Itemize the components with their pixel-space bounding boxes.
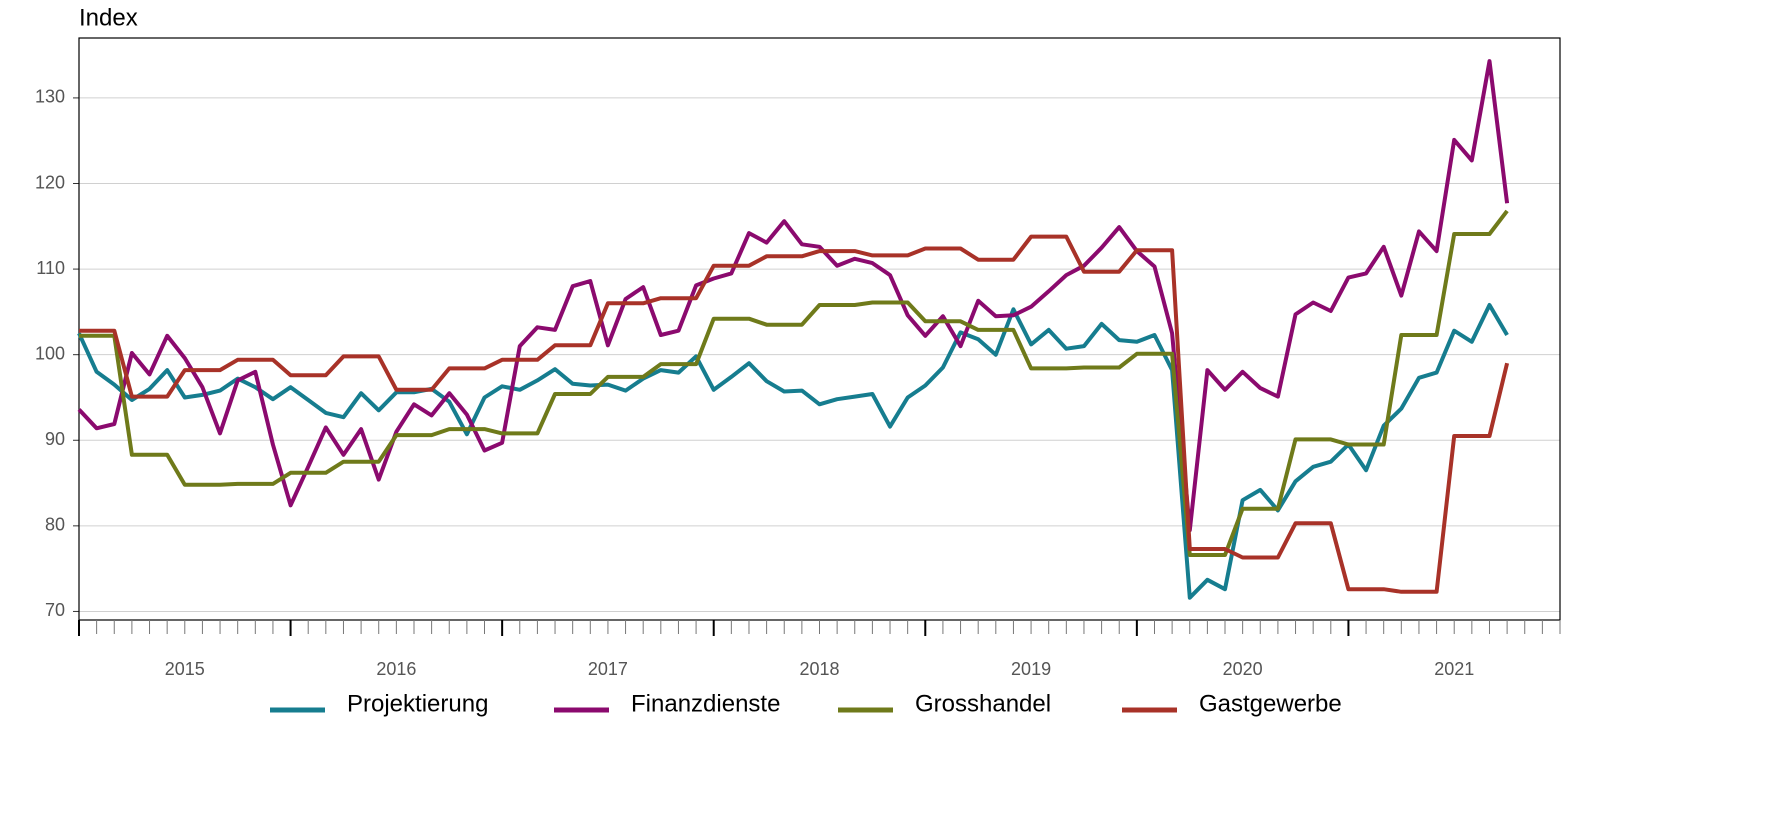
y-tick-label: 100 <box>35 343 65 363</box>
series-line <box>79 209 1509 557</box>
x-tick-label: 2018 <box>799 659 839 679</box>
legend-label: Gastgewerbe <box>1199 690 1342 717</box>
x-tick-label: 2020 <box>1223 659 1263 679</box>
y-tick-label: 90 <box>45 429 65 449</box>
x-tick-label: 2017 <box>588 659 628 679</box>
legend-label: Projektierung <box>347 690 488 717</box>
y-tick-label: 130 <box>35 87 65 107</box>
y-axis-label: Index <box>79 4 138 31</box>
series-line <box>79 234 1510 594</box>
x-tick-label: 2019 <box>1011 659 1051 679</box>
x-tick-label: 2016 <box>376 659 416 679</box>
plot-frame <box>78 37 1561 621</box>
legend-label: Grosshandel <box>915 690 1051 717</box>
y-tick-label: 110 <box>36 258 65 278</box>
y-tick-label: 70 <box>45 600 65 620</box>
y-tick-label: 80 <box>45 515 65 535</box>
x-tick-label: 2015 <box>165 659 205 679</box>
legend-label: Finanzdienste <box>631 690 780 717</box>
x-tick-label: 2021 <box>1434 659 1474 679</box>
series-line <box>77 303 1509 600</box>
y-tick-label: 120 <box>35 172 65 192</box>
series-line <box>77 59 1510 533</box>
